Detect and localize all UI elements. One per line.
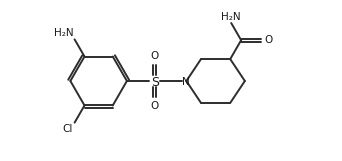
Text: O: O (150, 101, 159, 111)
Text: H₂N: H₂N (54, 28, 74, 38)
Text: Cl: Cl (62, 124, 73, 134)
Text: O: O (150, 51, 159, 61)
Text: O: O (264, 35, 272, 45)
Text: S: S (150, 76, 159, 89)
Text: N: N (183, 77, 190, 87)
Text: H₂N: H₂N (221, 12, 241, 22)
